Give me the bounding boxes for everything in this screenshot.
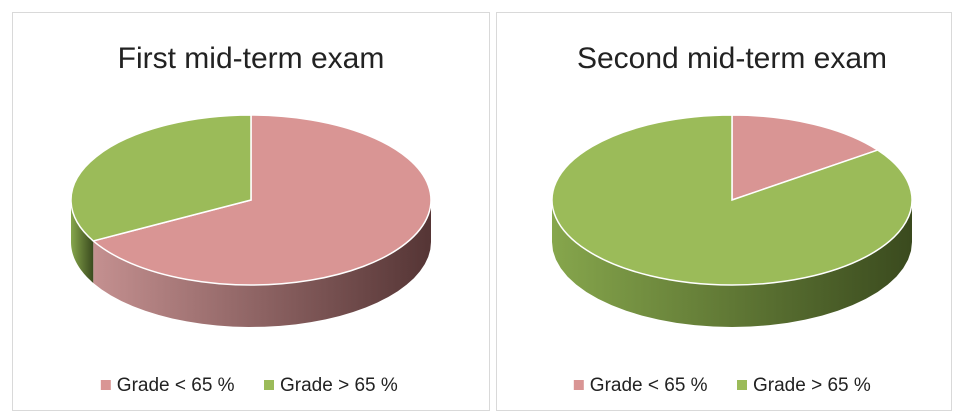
slice bbox=[551, 114, 913, 286]
slice-side bbox=[93, 200, 431, 327]
legend-swatch bbox=[264, 380, 274, 390]
legend-label: Grade > 65 % bbox=[753, 375, 871, 396]
chart-title: Second mid-term exam bbox=[577, 42, 887, 75]
slice-side bbox=[71, 200, 94, 283]
legend-swatch bbox=[100, 380, 111, 390]
legend-label: Grade > 65 % bbox=[280, 375, 398, 396]
slice bbox=[70, 114, 252, 242]
slice-side bbox=[552, 200, 912, 327]
legend-label: Grade < 65 % bbox=[590, 375, 708, 396]
legend-label: Grade < 65 % bbox=[117, 375, 235, 396]
slice bbox=[731, 114, 880, 202]
legend-swatch bbox=[737, 380, 747, 390]
chart-title: First mid-term exam bbox=[118, 42, 385, 75]
slice bbox=[91, 114, 432, 286]
legend-swatch bbox=[573, 380, 584, 390]
